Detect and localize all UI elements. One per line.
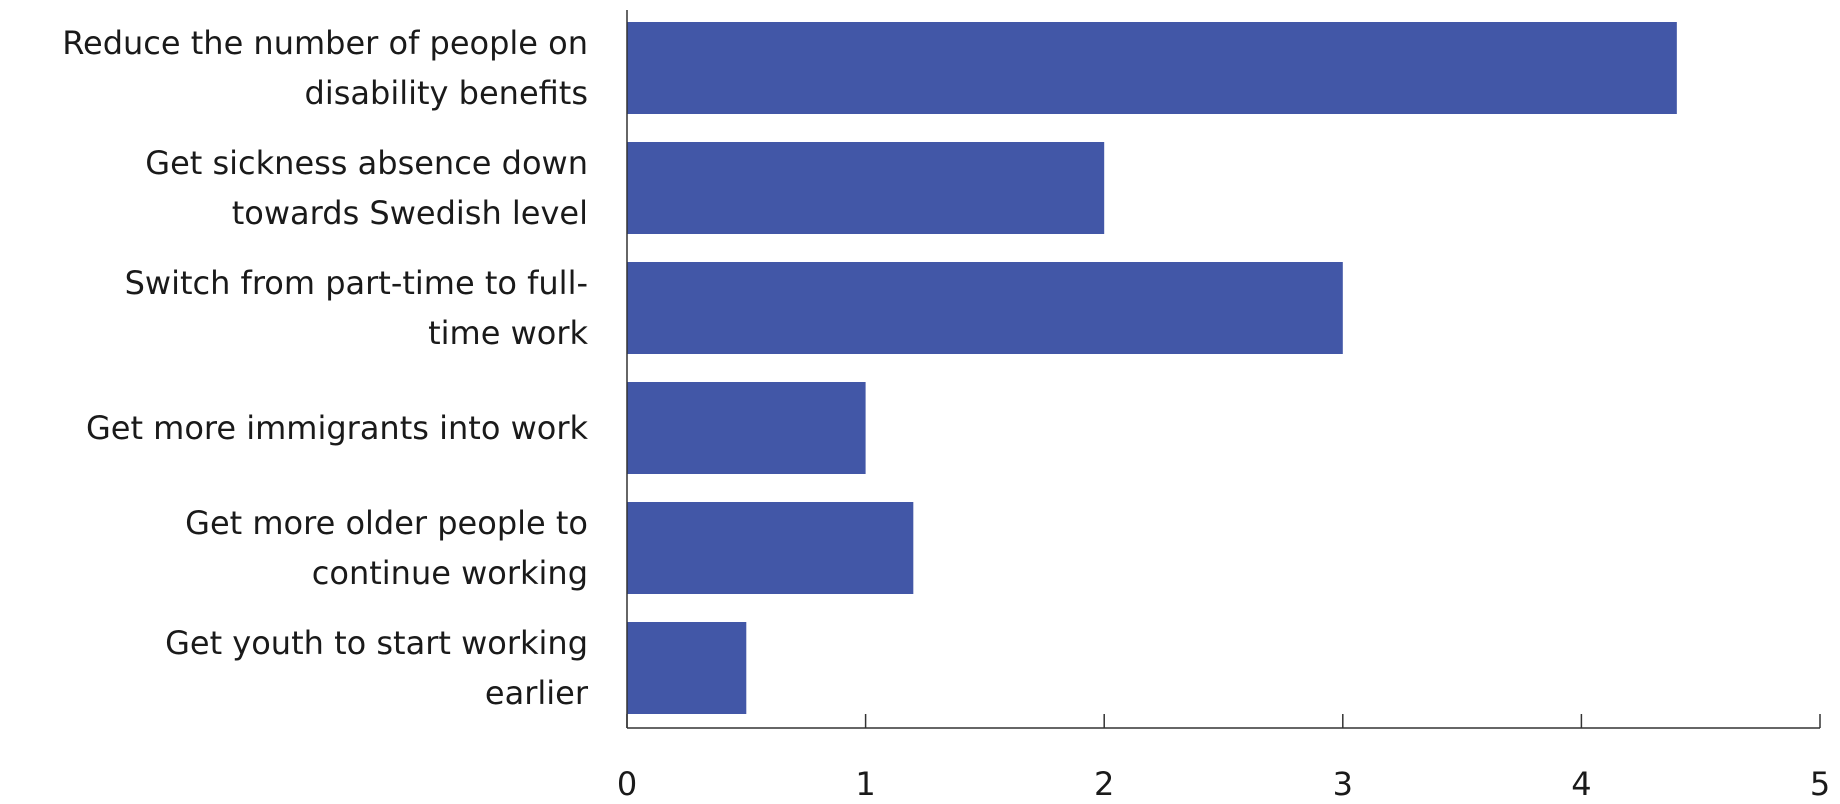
x-tick-label: 4 bbox=[1571, 765, 1591, 803]
bars-group bbox=[627, 22, 1677, 714]
bar bbox=[627, 142, 1105, 234]
bar bbox=[627, 22, 1677, 114]
category-label: Reduce the number of people on disability… bbox=[62, 24, 588, 112]
bar bbox=[627, 622, 747, 714]
x-tick-label: 2 bbox=[1094, 765, 1114, 803]
bar bbox=[627, 502, 914, 594]
bar bbox=[627, 382, 866, 474]
x-ticks-group: 0 1 2 3 4 5 bbox=[617, 714, 1830, 803]
category-label-line: towards Swedish level bbox=[232, 194, 588, 232]
category-label-line: Switch from part-time to full- bbox=[125, 264, 588, 302]
category-label: Get sickness absence down towards Swedish… bbox=[145, 144, 588, 232]
category-label-line: earlier bbox=[485, 674, 589, 712]
category-label-line: Get youth to start working bbox=[165, 624, 588, 662]
category-label-line: continue working bbox=[312, 554, 588, 592]
category-label: Switch from part-time to full-time work bbox=[125, 264, 589, 352]
category-label-line: Get sickness absence down bbox=[145, 144, 588, 182]
x-tick-label: 1 bbox=[855, 765, 875, 803]
category-label: Get more older people to continue working bbox=[185, 504, 588, 592]
category-labels-group: Reduce the number of people on disability… bbox=[62, 24, 589, 712]
category-label: Get more immigrants into work bbox=[86, 409, 589, 447]
x-tick-label: 3 bbox=[1333, 765, 1353, 803]
category-label-line: disability benefits bbox=[305, 74, 588, 112]
category-label-line: time work bbox=[428, 314, 588, 352]
x-tick-label: 5 bbox=[1810, 765, 1830, 803]
category-label-line: Get more older people to bbox=[185, 504, 588, 542]
category-label: Get youth to start working earlier bbox=[165, 624, 589, 712]
bar bbox=[627, 262, 1343, 354]
category-label-line: Get more immigrants into work bbox=[86, 409, 589, 447]
x-tick-label: 0 bbox=[617, 765, 637, 803]
category-label-line: Reduce the number of people on bbox=[62, 24, 588, 62]
